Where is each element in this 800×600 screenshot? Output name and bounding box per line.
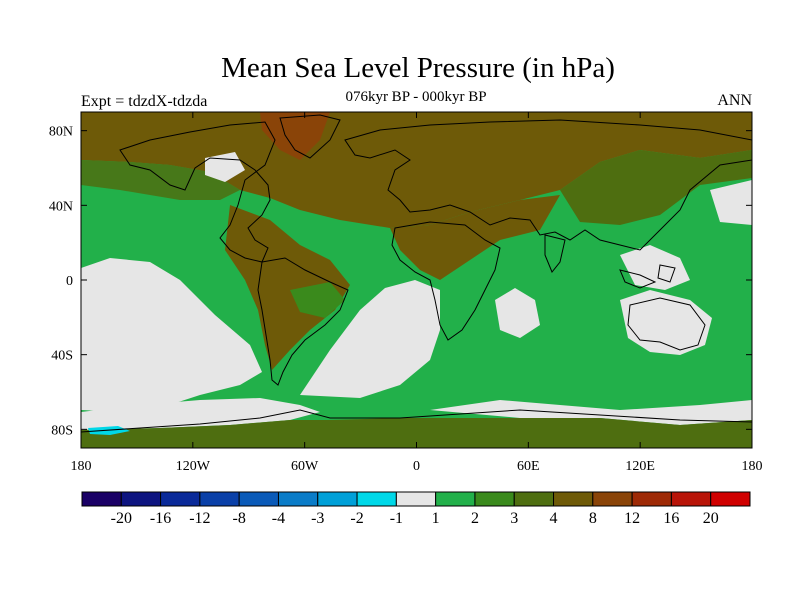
x-tick-label: 180 [71, 459, 92, 474]
coastline-eurasia [344, 119, 752, 251]
colorbar-swatch [513, 491, 555, 507]
colorbar-label: -12 [189, 510, 210, 527]
colorbar-swatch [199, 491, 240, 507]
x-tick-label: 120E [625, 459, 655, 474]
colorbar-label: 8 [589, 510, 597, 527]
colorbar-swatch [553, 491, 594, 507]
colorbar-swatch [631, 491, 672, 507]
colorbar-swatch [277, 491, 319, 507]
colorbar-swatch [395, 491, 437, 507]
colorbar-swatch [710, 491, 751, 507]
field-region-americas [225, 205, 350, 370]
chart-title: Mean Sea Level Pressure (in hPa) [221, 52, 615, 84]
coastline-india [544, 234, 566, 273]
y-tick-label: 40N [49, 199, 73, 214]
colorbar-label: 20 [703, 510, 719, 527]
x-axis: 180 120W 60W 0 60E 120E 180 [71, 112, 763, 474]
season-label: ANN [717, 92, 752, 109]
colorbar-swatch [670, 491, 712, 507]
field-region-ne-pacific [710, 180, 752, 225]
colorbar-swatch [592, 491, 633, 507]
colorbar-swatch [238, 491, 279, 507]
x-tick-label: 60W [291, 459, 319, 474]
x-tick-label: 60E [517, 459, 540, 474]
colorbar-label: 2 [471, 510, 479, 527]
field-region-north [81, 112, 752, 228]
colorbar-label: -16 [150, 510, 171, 527]
colorbar-label: 12 [624, 510, 640, 527]
coastline-greenland [279, 114, 341, 159]
field-region-olive-patch [290, 282, 345, 318]
y-axis: 80N 40N 0 40S 80S [49, 125, 752, 438]
colorbar-swatch [356, 491, 397, 507]
y-tick-label: 40S [51, 349, 73, 364]
field-region-asia-olive [560, 150, 752, 225]
coastline-antarctica [81, 409, 752, 433]
colorbar-label: 16 [663, 510, 679, 527]
coastlines [81, 114, 752, 433]
pressure-field [81, 112, 752, 448]
colorbar-swatch [160, 491, 201, 507]
colorbar-label: -2 [350, 510, 363, 527]
x-tick-label: 0 [413, 459, 420, 474]
field-region-southern-ocean [81, 398, 320, 430]
y-tick-label: 80S [51, 423, 73, 438]
coastline-north-america [119, 121, 276, 263]
field-region-south-atlantic [300, 280, 440, 398]
coastline-south-america [257, 257, 349, 386]
colorbar-swatch [474, 491, 515, 507]
colorbar-label: -8 [233, 510, 246, 527]
experiment-label: Expt = tdzdX-tdzda [81, 93, 208, 110]
colorbar: -20 -16 -12 -8 -4 -3 -2 -1 1 2 3 4 8 12 16 20 [81, 491, 751, 527]
chart-subtitle: 076kyr BP - 000kyr BP [345, 89, 487, 105]
y-tick-label: 80N [49, 125, 73, 140]
y-tick-label: 0 [66, 274, 73, 289]
colorbar-swatch [81, 491, 122, 507]
field-region-southern-ocean-east [430, 400, 752, 425]
colorbar-swatch [120, 491, 162, 507]
colorbar-label: -1 [390, 510, 403, 527]
colorbar-swatch [317, 491, 358, 507]
field-region-antarctic [81, 418, 752, 448]
field-region-arctic-core [260, 112, 330, 160]
colorbar-label: -20 [111, 510, 132, 527]
field-region-north-olive [81, 160, 240, 200]
field-region-australia [620, 290, 712, 355]
field-region-south-pacific [81, 258, 262, 412]
field-region-indian [495, 288, 540, 338]
coastline-africa [391, 221, 501, 341]
colorbar-label: 3 [510, 510, 518, 527]
colorbar-label: -3 [311, 510, 324, 527]
coastline-maritime-continent [619, 264, 676, 289]
x-tick-label: 180 [742, 459, 763, 474]
colorbar-label: 1 [432, 510, 440, 527]
field-region-africa [390, 195, 560, 280]
x-tick-label: 120W [176, 459, 211, 474]
colorbar-label: -4 [272, 510, 285, 527]
colorbar-swatch [435, 491, 476, 507]
colorbar-label: 4 [550, 510, 558, 527]
coastline-australia [627, 297, 706, 351]
field-region-west-pacific [620, 245, 690, 290]
